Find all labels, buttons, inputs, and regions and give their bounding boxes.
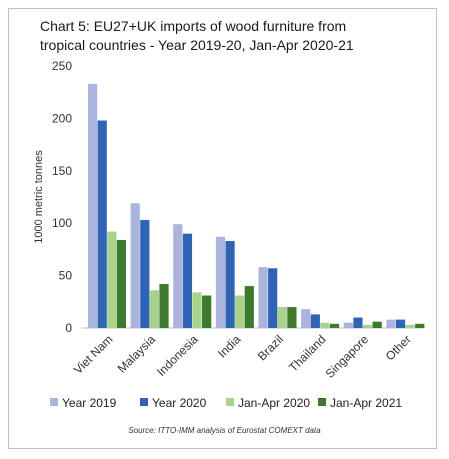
bar-jan-apr-2021-brazil bbox=[287, 307, 297, 328]
chart-title-line-1: Chart 5: EU27+UK imports of wood furnitu… bbox=[40, 18, 347, 34]
bar-year-2020-thailand bbox=[310, 314, 320, 328]
bar-year-2019-malaysia bbox=[130, 203, 140, 328]
bar-jan-apr-2020-indonesia bbox=[192, 292, 202, 328]
y-axis-label: 1000 metric tonnes bbox=[33, 150, 45, 244]
y-tick-label: 150 bbox=[52, 164, 72, 178]
bar-year-2020-other bbox=[395, 319, 406, 328]
legend-swatch bbox=[50, 398, 58, 406]
chart-source-note: Source: ITTO-IMM analysis of Eurostat CO… bbox=[128, 426, 321, 435]
x-tick-label: Malaysia bbox=[115, 332, 159, 376]
bar-jan-apr-2021-thailand bbox=[329, 323, 340, 328]
y-tick-label: 250 bbox=[52, 59, 72, 73]
bar-year-2019-brazil bbox=[258, 267, 268, 328]
bar-year-2020-viet-nam bbox=[97, 120, 107, 328]
legend-swatch bbox=[226, 398, 234, 406]
bar-year-2020-brazil bbox=[268, 268, 278, 328]
chart-title: Chart 5: EU27+UK imports of wood furnitu… bbox=[40, 17, 440, 55]
bar-year-2019-thailand bbox=[301, 309, 311, 328]
x-tick-label: Brazil bbox=[255, 332, 286, 363]
y-tick-label: 50 bbox=[59, 269, 73, 283]
bar-jan-apr-2020-other bbox=[405, 324, 415, 328]
bar-jan-apr-2021-indonesia bbox=[202, 295, 212, 328]
bar-year-2020-malaysia bbox=[140, 220, 150, 328]
legend-label: Year 2020 bbox=[152, 396, 207, 410]
chart-axes: 0 50 100 150 200 250 1000 metric tonnes bbox=[33, 59, 423, 335]
x-tick-label: Other bbox=[383, 332, 414, 363]
bar-jan-apr-2021-india bbox=[244, 286, 254, 328]
y-tick-label: 0 bbox=[65, 321, 72, 335]
legend-swatch bbox=[318, 398, 326, 406]
chart-legend: Year 2019 Year 2020 Jan-Apr 2020 Jan-Apr 20… bbox=[50, 396, 402, 410]
bar-year-2019-other bbox=[386, 319, 396, 328]
bar-jan-apr-2020-viet-nam bbox=[107, 231, 117, 328]
bar-year-2019-singapore bbox=[343, 322, 353, 328]
bar-jan-apr-2020-india bbox=[235, 295, 245, 328]
legend-swatch bbox=[140, 398, 148, 406]
bar-year-2019-india bbox=[215, 236, 226, 328]
bar-jan-apr-2021-malaysia bbox=[159, 283, 169, 328]
x-tick-label: Indonesia bbox=[154, 332, 201, 379]
bar-year-2020-singapore bbox=[353, 317, 363, 328]
bar-jan-apr-2021-other bbox=[415, 323, 425, 328]
bar-year-2020-indonesia bbox=[182, 233, 193, 328]
bar-jan-apr-2020-thailand bbox=[320, 322, 330, 328]
chart-bars bbox=[88, 83, 425, 328]
legend-label: Year 2019 bbox=[62, 396, 117, 410]
x-tick-label: Singapore bbox=[323, 332, 372, 381]
y-tick-label: 200 bbox=[52, 111, 72, 125]
x-tick-label: India bbox=[215, 332, 244, 361]
legend-label: Jan-Apr 2021 bbox=[330, 396, 402, 410]
bar-year-2019-indonesia bbox=[173, 224, 183, 328]
bar-year-2020-india bbox=[225, 241, 235, 328]
chart-frame bbox=[8, 8, 437, 449]
bar-jan-apr-2020-singapore bbox=[362, 324, 373, 328]
bar-jan-apr-2021-singapore bbox=[372, 321, 382, 328]
legend-label: Jan-Apr 2020 bbox=[238, 396, 310, 410]
bar-year-2019-viet-nam bbox=[88, 83, 98, 328]
bar-jan-apr-2020-brazil bbox=[277, 307, 287, 328]
x-tick-label: Thailand bbox=[286, 332, 328, 374]
x-tick-label: Viet Nam bbox=[71, 332, 116, 377]
bar-jan-apr-2021-viet-nam bbox=[116, 239, 126, 328]
chart-title-line-2: tropical countries - Year 2019-20, Jan-A… bbox=[40, 37, 354, 53]
bar-jan-apr-2020-malaysia bbox=[149, 290, 160, 328]
y-tick-label: 100 bbox=[52, 216, 72, 230]
